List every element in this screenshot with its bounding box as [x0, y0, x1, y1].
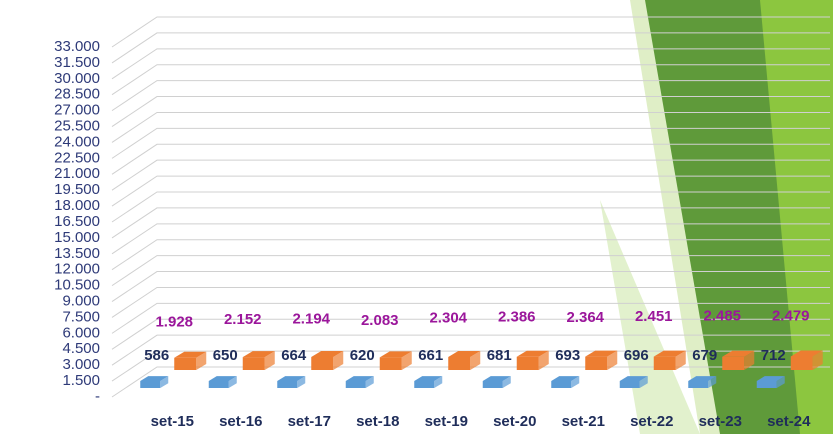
y-tick-label: 28.500 [54, 86, 100, 103]
y-tick-label: 22.500 [54, 149, 100, 166]
data-label: 2.304 [429, 310, 467, 327]
bar [414, 376, 442, 388]
bar [551, 376, 579, 388]
bar-face [140, 381, 160, 388]
data-label: 681 [487, 347, 512, 364]
bar-face [483, 381, 503, 388]
y-tick-label: 19.500 [54, 181, 100, 198]
bar-face [311, 357, 333, 370]
bar-face [174, 358, 196, 370]
y-tick-label: 15.000 [54, 229, 100, 246]
bar-face [243, 357, 265, 370]
x-tick-label: set-22 [630, 413, 673, 430]
y-tick-label: 13.500 [54, 245, 100, 262]
bar-face [654, 357, 676, 370]
x-tick-label: set-16 [219, 413, 262, 430]
bar-face [620, 381, 640, 388]
y-tick-label: 25.500 [54, 118, 100, 135]
bar-face [380, 357, 402, 370]
data-label: 679 [692, 347, 717, 364]
bar-face [722, 357, 744, 370]
chart: -1.5003.0004.5006.0007.5009.00010.50012.… [0, 0, 833, 434]
bar-face [414, 381, 434, 388]
data-label: 1.928 [155, 314, 193, 331]
y-tick-label: 31.500 [54, 54, 100, 71]
bar-face [757, 381, 777, 388]
bar-face [688, 381, 708, 388]
data-label: 620 [350, 347, 375, 364]
bar-face [517, 357, 539, 370]
y-tick-label: 7.500 [62, 308, 100, 325]
x-tick-label: set-21 [562, 413, 605, 430]
bar [483, 376, 511, 388]
data-label: 2.451 [635, 308, 673, 325]
y-tick-label: 12.000 [54, 261, 100, 278]
data-label: 2.194 [292, 311, 330, 328]
x-tick-label: set-19 [425, 413, 468, 430]
y-tick-label: 1.500 [62, 372, 100, 389]
y-tick-label: - [95, 388, 100, 405]
y-tick-label: 24.000 [54, 133, 100, 150]
y-tick-label: 16.500 [54, 213, 100, 230]
data-label: 586 [144, 347, 169, 364]
bar-face [551, 381, 571, 388]
data-label: 2.083 [361, 312, 399, 329]
data-label: 2.479 [772, 308, 810, 325]
y-tick-label: 27.000 [54, 102, 100, 119]
bar-face [585, 357, 607, 370]
data-label: 2.152 [224, 311, 262, 328]
y-tick-label: 3.000 [62, 356, 100, 373]
y-tick-label: 9.000 [62, 293, 100, 310]
x-tick-label: set-20 [493, 413, 536, 430]
bar [140, 376, 168, 388]
y-tick-label: 10.500 [54, 277, 100, 294]
bar-face [448, 357, 470, 370]
y-tick-label: 33.000 [54, 38, 100, 55]
bar-face [209, 381, 229, 388]
bar-face [277, 381, 297, 388]
y-tick-label: 21.000 [54, 165, 100, 182]
data-label: 712 [761, 347, 786, 364]
data-label: 696 [624, 347, 649, 364]
y-tick-label: 18.000 [54, 197, 100, 214]
bar-face [791, 356, 813, 370]
data-label: 650 [213, 347, 238, 364]
data-label: 2.386 [498, 309, 536, 326]
data-label: 661 [418, 347, 443, 364]
x-tick-label: set-15 [151, 413, 194, 430]
bar-face [346, 381, 366, 388]
bar [346, 376, 374, 388]
bar [277, 376, 305, 388]
x-tick-label: set-24 [767, 413, 811, 430]
data-label: 2.485 [703, 308, 741, 325]
x-tick-label: set-23 [699, 413, 742, 430]
y-tick-label: 30.000 [54, 70, 100, 87]
y-tick-label: 6.000 [62, 324, 100, 341]
x-tick-label: set-18 [356, 413, 399, 430]
y-tick-label: 4.500 [62, 340, 100, 357]
data-label: 664 [281, 347, 307, 364]
x-tick-label: set-17 [288, 413, 331, 430]
data-label: 693 [555, 347, 580, 364]
data-label: 2.364 [566, 309, 604, 326]
bar [209, 376, 237, 388]
